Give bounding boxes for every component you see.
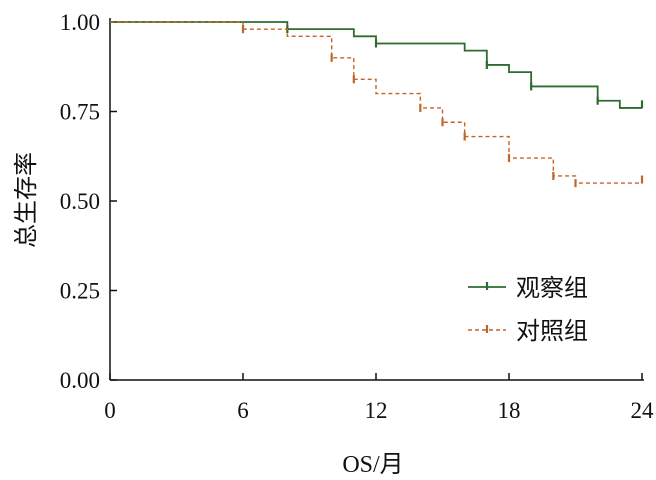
x-tick-label: 12: [365, 398, 388, 423]
x-tick-label: 24: [631, 398, 655, 423]
legend-label-2: 对照组: [516, 318, 588, 345]
y-axis-title: 总生存率: [13, 152, 40, 248]
y-tick-label: 1.00: [60, 10, 100, 35]
x-tick-label: 0: [104, 398, 116, 423]
x-tick-label: 18: [498, 398, 521, 423]
y-tick-label: 0.75: [60, 100, 100, 125]
legend-label-1: 观察组: [516, 275, 588, 302]
series-line-2: [110, 21, 642, 184]
y-tick-label: 0.50: [60, 189, 100, 214]
series-line-1: [110, 21, 642, 109]
y-tick-label: 0.00: [60, 368, 100, 393]
axes-layer: 0.00 0.25 0.50 0.75 1.00 0 6 12 18 24: [60, 10, 654, 423]
x-tick-label: 6: [237, 398, 249, 423]
y-tick-label: 0.25: [60, 279, 100, 304]
x-axis-title: OS/月: [342, 452, 403, 478]
series-layer: [110, 21, 644, 188]
